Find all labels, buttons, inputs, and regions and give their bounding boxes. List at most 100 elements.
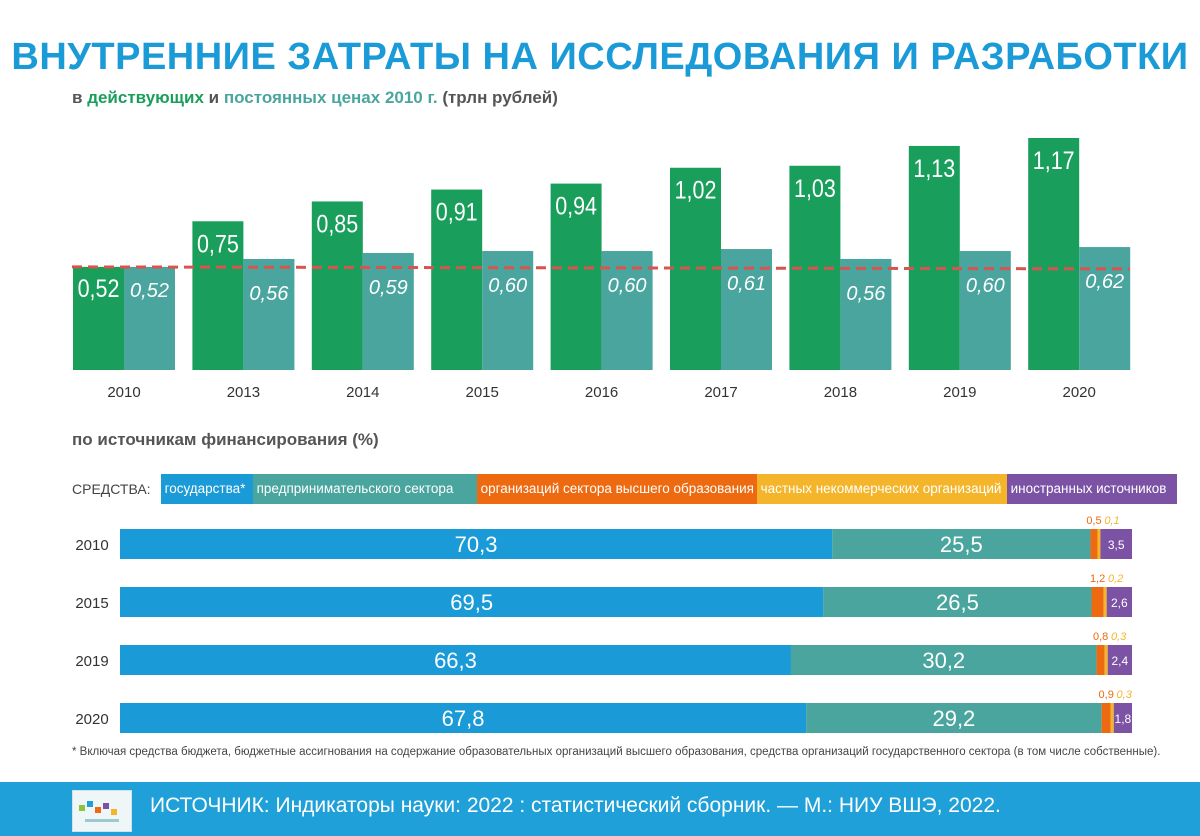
x-tick-2015: 2015 bbox=[466, 384, 499, 401]
segment-label-2010-3: 0,5 bbox=[1086, 515, 1101, 527]
label-constant-2019: 0,60 bbox=[966, 275, 1005, 297]
segment-2020-4 bbox=[1110, 703, 1114, 733]
subtitle-prefix: в bbox=[72, 88, 88, 107]
book-cover-icon bbox=[72, 790, 132, 832]
bar-current-2014 bbox=[311, 201, 363, 370]
segment-label-2020-3: 0,9 bbox=[1099, 689, 1114, 701]
segment-label-2019-1: 66,3 bbox=[434, 648, 477, 673]
label-constant-2020: 0,62 bbox=[1085, 271, 1124, 293]
bar-current-2013 bbox=[192, 221, 244, 370]
label-constant-2015: 0,60 bbox=[488, 275, 527, 297]
segment-label-2010-5: 3,5 bbox=[1108, 538, 1125, 552]
segment-label-2010-2: 25,5 bbox=[940, 532, 983, 557]
bar-constant-2013 bbox=[243, 258, 295, 370]
segment-2015-3 bbox=[1091, 587, 1104, 617]
subtitle-year: 2010 г. bbox=[380, 88, 438, 107]
segment-label-2019-4: 0,3 bbox=[1111, 631, 1127, 643]
funding-legend: СРЕДСТВА: государства* предпринимательско… bbox=[72, 474, 1177, 504]
legend-items: государства* предпринимательского сектора… bbox=[160, 474, 1177, 504]
segment-label-2020-5: 1,8 bbox=[1115, 712, 1132, 726]
subtitle-constant: постоянных ценах bbox=[223, 88, 381, 107]
segment-2010-4 bbox=[1097, 529, 1101, 559]
bar-constant-2014 bbox=[362, 253, 414, 370]
label-constant-2018: 0,56 bbox=[846, 283, 886, 305]
x-tick-2018: 2018 bbox=[824, 384, 857, 401]
bar-constant-2016 bbox=[601, 251, 653, 370]
legend-item-2: предпринимательского сектора bbox=[252, 474, 477, 504]
segment-2015-1 bbox=[120, 587, 824, 617]
segment-2019-3 bbox=[1096, 645, 1105, 675]
x-tick-2019: 2019 bbox=[943, 384, 976, 401]
subtitle-and: и bbox=[203, 88, 224, 107]
x-tick-2016: 2016 bbox=[585, 384, 618, 401]
bar-constant-2020 bbox=[1079, 247, 1131, 370]
x-tick-2013: 2013 bbox=[227, 384, 260, 401]
segment-label-2019-5: 2,4 bbox=[1112, 654, 1129, 668]
legend-item-4: частных некоммерческих организаций bbox=[756, 474, 1007, 504]
page-title: ВНУТРЕННИЕ ЗАТРАТЫ НА ИССЛЕДОВАНИЯ И РАЗ… bbox=[11, 36, 1189, 78]
segment-2010-1 bbox=[120, 529, 833, 559]
segment-2015-4 bbox=[1103, 587, 1107, 617]
baseline-2010-line bbox=[71, 265, 1131, 271]
label-constant-2014: 0,59 bbox=[369, 277, 408, 299]
x-tick-2014: 2014 bbox=[346, 384, 379, 401]
segment-label-2010-4: 0,1 bbox=[1104, 515, 1119, 527]
segment-2010-2 bbox=[832, 529, 1091, 559]
bar-constant-2019 bbox=[959, 251, 1011, 370]
segment-label-2015-2: 26,5 bbox=[936, 590, 979, 615]
segment-2015-2 bbox=[823, 587, 1092, 617]
label-current-2014: 0,85 bbox=[316, 210, 358, 238]
x-tick-2020: 2020 bbox=[1063, 384, 1096, 401]
x-tick-2010: 2010 bbox=[107, 384, 140, 401]
segment-label-2020-4: 0,3 bbox=[1117, 689, 1133, 701]
bar-constant-2018 bbox=[840, 258, 892, 370]
segment-2019-2 bbox=[790, 645, 1097, 675]
segment-2010-5 bbox=[1100, 529, 1132, 559]
segment-label-2010-1: 70,3 bbox=[455, 532, 498, 557]
row-label-2020: 2020 bbox=[75, 711, 108, 728]
source-footer: ИСТОЧНИК: Индикаторы науки: 2022 : стати… bbox=[0, 782, 1200, 836]
bar-current-2010 bbox=[73, 266, 124, 370]
legend-item-3: организаций сектора высшего образования bbox=[476, 474, 757, 504]
label-current-2010: 0,52 bbox=[78, 274, 120, 302]
x-tick-2017: 2017 bbox=[704, 384, 737, 401]
segment-label-2020-1: 67,8 bbox=[442, 706, 485, 731]
segment-label-2020-2: 29,2 bbox=[932, 706, 975, 731]
segment-2019-4 bbox=[1104, 645, 1108, 675]
segment-2020-1 bbox=[120, 703, 807, 733]
row-label-2019: 2019 bbox=[75, 653, 108, 670]
legend-item-1: государства* bbox=[160, 474, 253, 504]
bar-constant-2015 bbox=[482, 251, 534, 370]
legend-item-5: иностранных источников bbox=[1006, 474, 1177, 504]
label-current-2019: 1,13 bbox=[913, 154, 955, 182]
segment-2010-3 bbox=[1090, 529, 1098, 559]
source-text: ИСТОЧНИК: Индикаторы науки: 2022 : стати… bbox=[150, 794, 1001, 817]
label-current-2017: 1,02 bbox=[675, 176, 717, 204]
label-current-2016: 0,94 bbox=[555, 192, 597, 220]
segment-2019-5 bbox=[1107, 645, 1132, 675]
segment-label-2019-2: 30,2 bbox=[922, 648, 965, 673]
row-label-2010: 2010 bbox=[75, 537, 108, 554]
expenditure-bar-chart: 0,52 0,52 2010 0,75 0,56 2013 0,85 0,59 2014 0,91… bbox=[71, 138, 1131, 401]
subtitle-unit: (трлн рублей) bbox=[437, 88, 558, 107]
footnote: * Включая средства бюджета, бюджетные ас… bbox=[72, 746, 1161, 758]
label-constant-2010: 0,52 bbox=[130, 280, 169, 302]
segment-2019-1 bbox=[120, 645, 791, 675]
segment-label-2015-3: 1,2 bbox=[1090, 573, 1105, 585]
segment-2020-3 bbox=[1101, 703, 1111, 733]
segment-label-2015-1: 69,5 bbox=[450, 590, 493, 615]
chart-subtitle: в действующих и постоянных ценах 2010 г.… bbox=[72, 88, 558, 108]
legend-title: СРЕДСТВА: bbox=[72, 481, 151, 497]
segment-label-2015-4: 0,2 bbox=[1108, 573, 1123, 585]
bar-constant-2010 bbox=[124, 266, 175, 370]
segment-2020-2 bbox=[806, 703, 1102, 733]
segment-2020-5 bbox=[1113, 703, 1132, 733]
label-current-2018: 1,03 bbox=[794, 174, 836, 202]
segment-2015-5 bbox=[1106, 587, 1132, 617]
label-current-2015: 0,91 bbox=[436, 198, 478, 226]
label-constant-2016: 0,60 bbox=[608, 275, 647, 297]
bar-current-2016 bbox=[550, 183, 602, 370]
segment-label-2019-3: 0,8 bbox=[1093, 631, 1108, 643]
bar-current-2019 bbox=[908, 145, 960, 370]
label-current-2020: 1,17 bbox=[1033, 146, 1075, 174]
